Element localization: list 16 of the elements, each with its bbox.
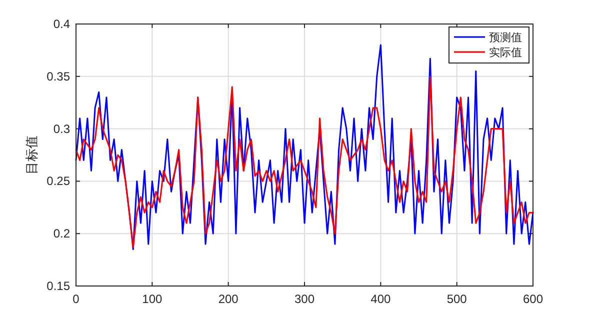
y-axis-title: 目标值 — [24, 136, 39, 174]
y-tick-label: 0.4 — [53, 17, 70, 31]
x-tick-label: 100 — [142, 292, 162, 306]
x-tick-label: 200 — [218, 292, 239, 306]
y-tick-label: 0.35 — [46, 69, 70, 84]
y-tick-label: 0.3 — [53, 122, 70, 136]
x-tick-label: 0 — [72, 292, 80, 306]
legend-label: 预测值 — [489, 32, 522, 44]
x-tick-label: 300 — [294, 292, 315, 306]
legend-label: 实际值 — [489, 46, 522, 59]
y-tick-label: 0.2 — [53, 226, 70, 241]
y-tick-label: 0.25 — [46, 174, 70, 188]
x-tick-label: 600 — [522, 292, 544, 306]
y-tick-label: 0.15 — [46, 279, 70, 293]
x-tick-label: 500 — [446, 292, 468, 306]
x-tick-label: 400 — [370, 292, 391, 306]
